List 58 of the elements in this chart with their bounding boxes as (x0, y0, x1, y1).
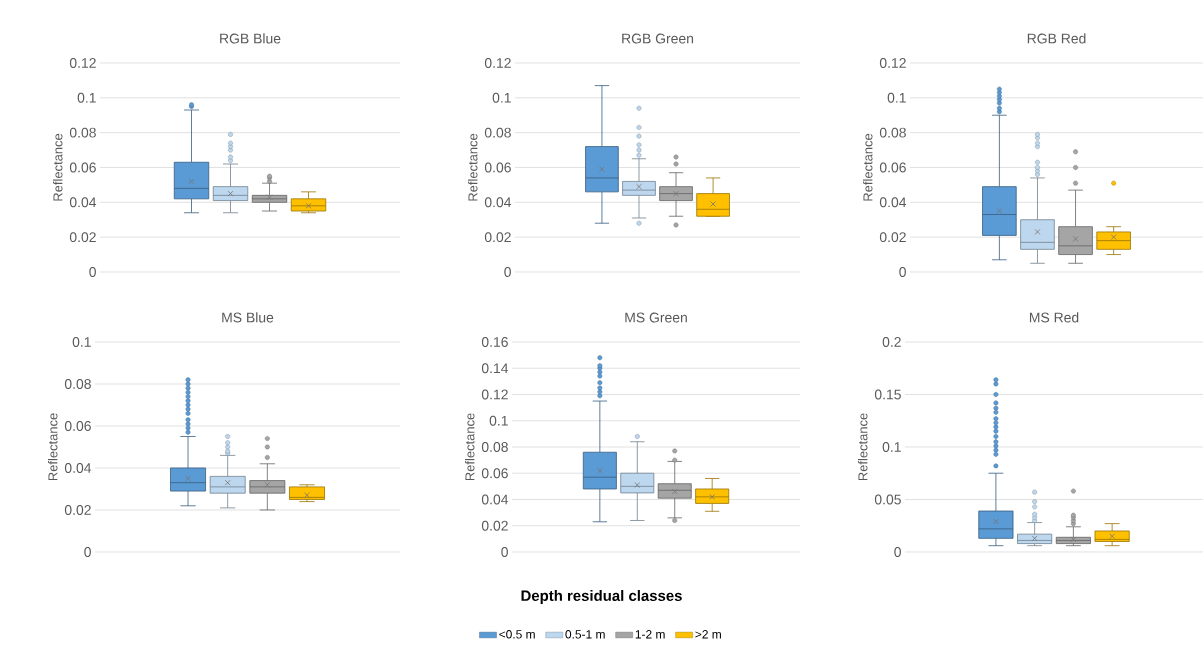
chart-title: RGB Red (1027, 33, 1086, 44)
y-tick-label: 0.06 (64, 421, 91, 431)
y-tick-label: 0.02 (879, 232, 906, 243)
y-tick-label: 0.04 (69, 197, 97, 208)
y-tick-label: 0.14 (481, 363, 509, 374)
y-axis-title: Reflectance (862, 133, 873, 201)
chart-title: RGB Blue (220, 33, 281, 44)
chart-title: RGB Green (622, 33, 694, 44)
y-tick-label: 0.06 (879, 162, 906, 173)
legend-label: <0.5 m (499, 630, 535, 639)
y-axis-title: Reflectance (857, 413, 868, 481)
y-tick-label: 0.15 (874, 389, 901, 400)
y-tick-label: 0.02 (69, 232, 96, 243)
y-tick-label: 0.02 (64, 505, 91, 515)
y-tick-label: 0.04 (484, 197, 512, 208)
legend-label: >2 m (695, 630, 721, 639)
y-tick-label: 0.1 (492, 92, 511, 103)
y-axis-title: Reflectance (52, 133, 63, 201)
y-tick-label: 0.08 (64, 379, 91, 389)
y-tick-label: 0.12 (481, 389, 508, 400)
y-tick-label: 0.1 (489, 415, 508, 426)
y-tick-label: 0.12 (484, 58, 511, 68)
chart-title: MS Green (625, 312, 687, 323)
y-tick-label: 0.06 (484, 162, 511, 173)
y-tick-label: 0 (501, 547, 508, 557)
y-tick-label: 0.1 (882, 442, 901, 452)
y-tick-label: 0.04 (879, 197, 907, 208)
y-tick-label: 0.06 (481, 468, 508, 479)
y-tick-label: 0.04 (64, 463, 92, 473)
y-tick-label: 0.04 (481, 494, 509, 505)
y-tick-label: 0 (504, 267, 511, 277)
y-tick-label: 0.1 (887, 92, 906, 103)
chart-title: MS Blue (222, 312, 274, 323)
chart-title: MS Red (1029, 312, 1079, 323)
y-tick-label: 0.16 (481, 337, 508, 347)
y-axis-title: Reflectance (467, 133, 478, 201)
y-tick-label: 0.02 (484, 232, 511, 243)
y-tick-label: 0 (89, 267, 96, 277)
legend-label: 0.5-1 m (565, 630, 605, 639)
y-tick-label: 0.1 (72, 337, 91, 347)
y-tick-label: 0.06 (69, 162, 96, 173)
y-axis-title: Reflectance (464, 413, 475, 481)
x-axis-title: Depth residual classes (521, 590, 682, 604)
y-tick-label: 0 (84, 547, 91, 557)
y-tick-label: 0.05 (874, 494, 901, 505)
y-tick-label: 0.2 (882, 337, 901, 347)
y-tick-label: 0.08 (879, 127, 906, 138)
y-tick-label: 0.08 (481, 442, 508, 452)
y-tick-label: 0.08 (484, 127, 511, 138)
y-tick-label: 0 (894, 547, 901, 557)
y-tick-label: 0.08 (69, 127, 96, 138)
y-tick-label: 0.02 (481, 520, 508, 531)
y-tick-label: 0 (899, 267, 906, 277)
y-tick-label: 0.12 (69, 58, 96, 68)
legend-label: 1-2 m (635, 630, 665, 639)
y-tick-label: 0.12 (879, 58, 906, 68)
y-tick-label: 0.1 (77, 92, 96, 103)
y-axis-title: Reflectance (47, 413, 58, 481)
